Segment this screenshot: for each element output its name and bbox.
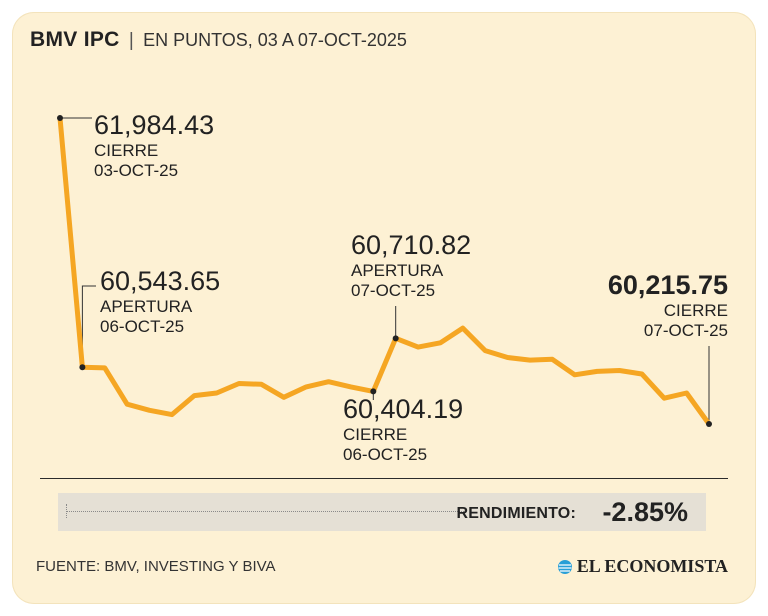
annotation-value: 60,404.19: [343, 394, 464, 424]
annotation-date: 06-OCT-25: [100, 316, 185, 336]
annotation-date: 06-OCT-25: [343, 444, 428, 464]
annotation-label: CIERRE: [343, 425, 408, 445]
marker-point: [79, 364, 86, 371]
marker-point: [706, 421, 712, 427]
yield-label: RENDIMIENTO:: [456, 505, 576, 522]
marker-point: [392, 335, 399, 342]
annotation-value: 61,984.43: [94, 110, 215, 140]
yield-dotted-line: [66, 511, 466, 512]
chart-subtitle: EN PUNTOS, 03 A 07-OCT-2025: [143, 30, 407, 50]
annotation-label: APERTURA: [351, 261, 444, 281]
series-line-ipc: [57, 115, 712, 427]
yield-value: -2.85%: [602, 497, 688, 527]
annotation-date: 07-OCT-25: [351, 280, 436, 300]
annotation-value: 60,710.82: [351, 230, 472, 260]
annotation-open-oct7: 60,710.82 APERTURA 07-OCT-25: [351, 230, 471, 300]
chart-header: BMV IPC | EN PUNTOS, 03 A 07-OCT-2025: [30, 28, 407, 52]
annotation-close-oct3: 61,984.43 CIERRE 03-OCT-25: [94, 110, 214, 180]
source-note: FUENTE: BMV, INVESTING Y BIVA: [36, 558, 276, 575]
title-separator: |: [128, 30, 134, 51]
annotation-open-oct6: 60,543.65 APERTURA 06-OCT-25: [100, 266, 220, 336]
annotation-close-oct7: 60,215.75 CIERRE 07-OCT-25: [608, 270, 728, 340]
annotation-value: 60,543.65: [100, 266, 221, 296]
yield-box: RENDIMIENTO: -2.85%: [58, 493, 706, 531]
series-markers: [57, 115, 712, 427]
brand-logo: EL ECONOMISTA: [557, 556, 728, 577]
marker-point: [370, 388, 377, 395]
globe-icon: [557, 559, 572, 574]
marker-point: [57, 115, 63, 121]
annotation-date: 03-OCT-25: [94, 160, 179, 180]
annotation-value: 60,215.75: [607, 270, 728, 300]
annotation-leader-line: [81, 285, 96, 368]
chart-baseline: [40, 478, 728, 479]
annotation-label: CIERRE: [663, 301, 728, 321]
annotation-label: CIERRE: [94, 141, 159, 161]
annotation-label: APERTURA: [100, 297, 193, 317]
chart-title: BMV IPC: [30, 28, 120, 51]
brand-name: EL ECONOMISTA: [576, 556, 728, 576]
annotation-date: 07-OCT-25: [643, 320, 728, 340]
annotation-close-oct6: 60,404.19 CIERRE 06-OCT-25: [343, 394, 463, 464]
